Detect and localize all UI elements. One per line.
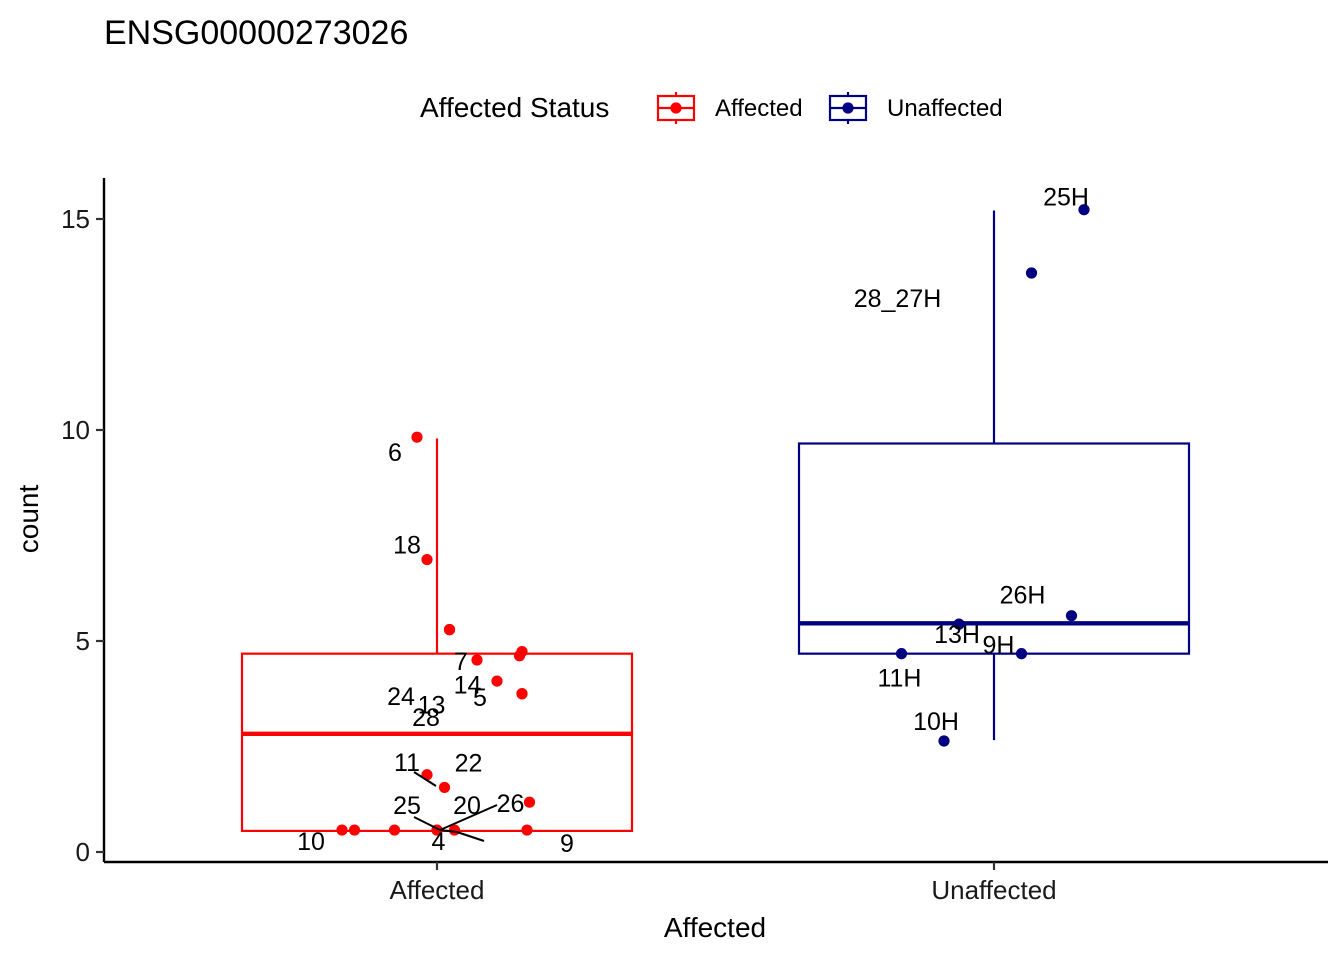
data-point <box>491 675 503 687</box>
data-point <box>336 824 348 836</box>
label-segment <box>456 831 485 842</box>
data-point <box>1015 648 1028 660</box>
point-label: 13 <box>418 692 446 720</box>
legend-dot <box>670 102 682 114</box>
x-tick-label: Affected <box>390 875 485 905</box>
y-tick-label: 5 <box>76 626 90 656</box>
point-label: 25 <box>393 792 421 820</box>
point-label: 13H <box>934 621 980 649</box>
point-label: 18 <box>393 532 421 560</box>
points-affected: 6 18 14 13 7 24 5 28 11 22 26 25 20 10 4 9 <box>297 431 574 858</box>
legend-key-unaffected: Unaffected <box>828 92 1003 124</box>
point-label: 20 <box>453 792 481 820</box>
label-segment <box>439 829 458 833</box>
axes: 0 5 10 15 Affected Unaffected <box>61 178 1328 905</box>
data-point <box>411 431 423 443</box>
data-point <box>443 624 456 636</box>
point-label: 24 <box>387 683 415 711</box>
data-point <box>388 824 401 836</box>
point-label: 25H <box>1043 184 1089 212</box>
point-label: 11 <box>394 749 420 777</box>
y-tick-label: 10 <box>61 415 90 445</box>
data-point <box>1078 204 1090 216</box>
data-point <box>348 824 361 836</box>
point-label: 5 <box>473 684 487 712</box>
data-point <box>523 796 536 808</box>
data-point <box>895 648 908 660</box>
point-label: 28 <box>412 704 440 732</box>
data-point <box>938 735 950 747</box>
label-segment <box>413 816 441 831</box>
y-tick-label: 0 <box>76 837 90 867</box>
data-point <box>953 618 965 630</box>
box-affected <box>240 438 634 832</box>
point-label: 11H <box>877 665 921 693</box>
legend-dot <box>842 102 854 114</box>
point-label: 9H <box>983 632 1015 660</box>
point-label: 6 <box>388 439 402 467</box>
y-tick-label: 15 <box>61 204 90 234</box>
label-segment <box>413 771 437 787</box>
legend: Affected Status Affected Unaffected <box>420 92 1003 124</box>
data-point <box>521 824 533 836</box>
points-unaffected: 25H 28_27H 26H 13H 9H 11H 10H <box>854 184 1090 747</box>
legend-label: Affected <box>715 95 803 122</box>
point-label: 9 <box>560 830 574 858</box>
chart-title: ENSG00000273026 <box>104 14 408 52</box>
point-label: 26H <box>1000 582 1046 610</box>
data-point <box>421 553 433 566</box>
x-axis-title: Affected <box>664 912 766 943</box>
data-point <box>516 688 528 700</box>
point-label: 28_27H <box>854 285 942 313</box>
iqr-box <box>240 652 634 832</box>
data-point <box>471 654 483 666</box>
data-point <box>513 650 526 662</box>
point-label: 7 <box>454 648 468 676</box>
legend-label: Unaffected <box>887 95 1003 122</box>
x-tick-label: Unaffected <box>931 875 1056 905</box>
data-point <box>438 781 451 794</box>
data-point <box>1065 610 1078 622</box>
point-label: 22 <box>455 749 483 777</box>
legend-key-affected: Affected <box>656 92 803 124</box>
plot-area: 6 18 14 13 7 24 5 28 11 22 26 25 20 10 4 9 25H 28_27H 26H 1… <box>240 184 1191 858</box>
data-point <box>1025 267 1038 279</box>
point-label: 26 <box>497 790 525 818</box>
label-segment <box>439 804 498 831</box>
legend-title: Affected Status <box>420 92 609 123</box>
iqr-box <box>797 442 1191 655</box>
point-label: 10 <box>297 828 325 856</box>
point-label: 14 <box>454 672 482 700</box>
box-unaffected <box>797 210 1191 741</box>
y-axis-title: count <box>13 485 44 554</box>
point-label: 4 <box>432 828 446 856</box>
point-label: 10H <box>913 708 959 736</box>
